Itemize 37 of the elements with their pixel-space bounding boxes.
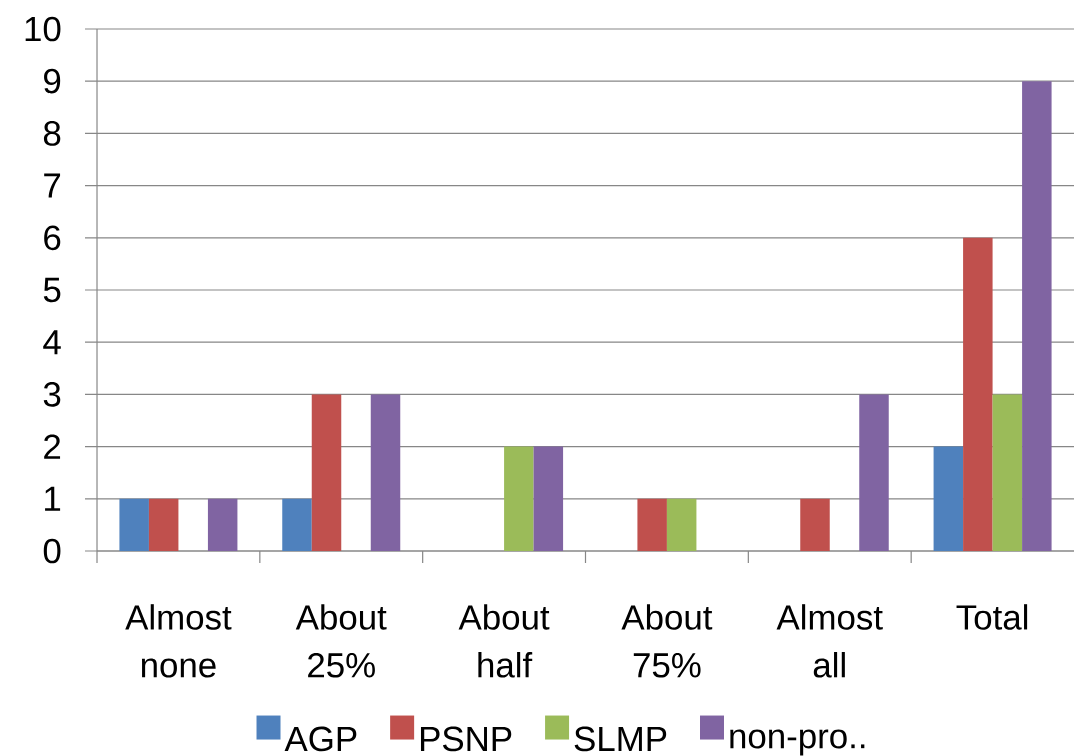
bar [119,498,149,551]
y-tick-label: 0 [43,538,61,564]
bar [311,394,342,551]
bar [637,498,667,551]
bar [933,446,964,551]
y-tick-label: 9 [44,68,61,94]
bar [800,498,830,551]
legend-label: non-pro.. [730,729,865,756]
legend-label: AGP [284,726,357,752]
bar [504,446,534,551]
bar [1022,80,1052,551]
y-tick-label: 7 [44,173,61,198]
bar [666,498,697,551]
bar [282,498,312,551]
y-tick-label: 10 [25,16,61,42]
y-tick-label: 8 [43,120,61,146]
y-tick-label: 3 [43,381,61,407]
bar [370,394,401,551]
y-tick-label: 6 [44,225,61,250]
bar [533,446,564,551]
bar [207,498,238,551]
legend-label: PSNP [420,726,512,752]
x-tick-label: Total [956,603,1028,630]
x-tick-label: About 75% [621,603,713,678]
bar [963,237,993,551]
legend-label: SLMP [574,726,667,752]
x-tick-label: Almost none [125,603,232,678]
y-tick-label: 5 [43,277,61,302]
bar [148,498,179,551]
y-tick-label: 4 [43,329,61,354]
x-tick-label: About half [458,603,550,678]
x-tick-label: About 25% [295,603,387,678]
bar [992,394,1023,551]
bar [859,394,889,551]
x-tick-label: Almost all [776,603,883,678]
y-tick-label: 1 [45,486,61,511]
y-tick-label: 2 [44,434,61,459]
